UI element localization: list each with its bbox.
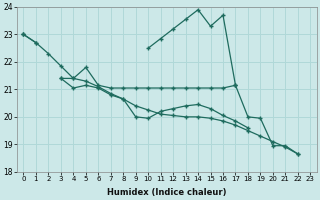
X-axis label: Humidex (Indice chaleur): Humidex (Indice chaleur) [107, 188, 227, 197]
